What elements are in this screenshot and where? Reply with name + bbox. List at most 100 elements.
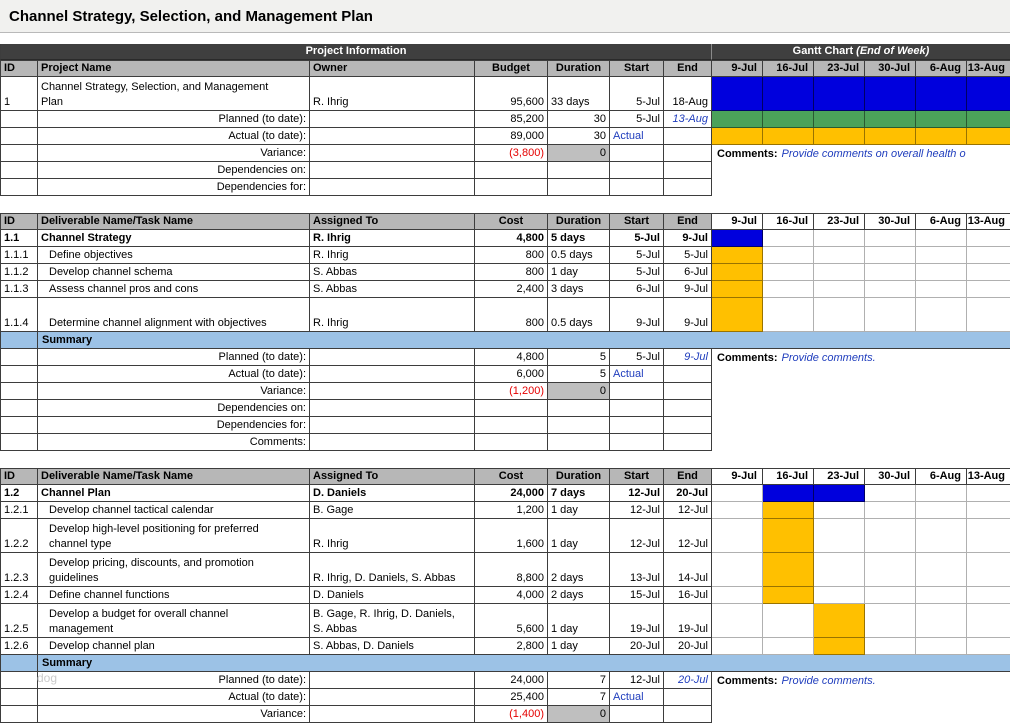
end-cell[interactable]: 9-Jul bbox=[664, 298, 712, 332]
id-cell[interactable] bbox=[0, 400, 38, 417]
cost-cell[interactable]: 8,800 bbox=[475, 553, 548, 587]
stat-label-cell[interactable]: Dependencies for: bbox=[38, 417, 310, 434]
start-cell[interactable] bbox=[610, 417, 664, 434]
start-cell[interactable] bbox=[610, 400, 664, 417]
id-cell[interactable]: 1.2.6 bbox=[0, 638, 38, 655]
task-name-cell[interactable]: Assess channel pros and cons bbox=[38, 281, 310, 298]
end-cell[interactable] bbox=[664, 162, 712, 179]
duration-cell[interactable]: 0 bbox=[548, 706, 610, 723]
id-cell[interactable] bbox=[0, 706, 38, 723]
assigned-to-cell[interactable]: R. Ihrig, D. Daniels, S. Abbas bbox=[310, 553, 475, 587]
cost-cell[interactable]: 4,000 bbox=[475, 587, 548, 604]
duration-cell[interactable]: 1 day bbox=[548, 638, 610, 655]
start-cell[interactable]: 9-Jul bbox=[610, 298, 664, 332]
assigned-to-cell[interactable] bbox=[310, 145, 475, 162]
stat-label-cell[interactable]: Dependencies on: bbox=[38, 400, 310, 417]
end-cell[interactable] bbox=[664, 689, 712, 706]
task-name-cell[interactable]: Develop channel tactical calendar bbox=[38, 502, 310, 519]
start-cell[interactable] bbox=[610, 179, 664, 196]
assigned-to-cell[interactable] bbox=[310, 434, 475, 451]
end-cell[interactable] bbox=[664, 179, 712, 196]
duration-cell[interactable]: 1 day bbox=[548, 519, 610, 553]
start-cell[interactable]: Actual bbox=[610, 128, 664, 145]
stat-label-cell[interactable]: Actual (to date): bbox=[38, 128, 310, 145]
end-cell[interactable] bbox=[664, 434, 712, 451]
duration-cell[interactable]: 0 bbox=[548, 383, 610, 400]
task-name-cell[interactable]: Develop channel schema bbox=[38, 264, 310, 281]
id-cell[interactable]: 1.2.2 bbox=[0, 519, 38, 553]
end-cell[interactable]: 20-Jul bbox=[664, 485, 712, 502]
assigned-to-cell[interactable]: S. Abbas bbox=[310, 281, 475, 298]
assigned-to-cell[interactable]: R. Ihrig bbox=[310, 230, 475, 247]
id-cell[interactable] bbox=[0, 689, 38, 706]
start-cell[interactable]: 12-Jul bbox=[610, 502, 664, 519]
id-cell[interactable]: 1.1.1 bbox=[0, 247, 38, 264]
task-name-cell[interactable]: Channel Plan bbox=[38, 485, 310, 502]
assigned-to-cell[interactable]: D. Daniels bbox=[310, 587, 475, 604]
start-cell[interactable]: 19-Jul bbox=[610, 604, 664, 638]
cost-cell[interactable] bbox=[475, 162, 548, 179]
start-cell[interactable]: 13-Jul bbox=[610, 553, 664, 587]
cost-cell[interactable]: (1,400) bbox=[475, 706, 548, 723]
cost-cell[interactable]: 800 bbox=[475, 298, 548, 332]
task-name-cell[interactable]: Determine channel alignment with objecti… bbox=[38, 298, 310, 332]
id-cell[interactable] bbox=[0, 417, 38, 434]
task-name-cell[interactable]: Define channel functions bbox=[38, 587, 310, 604]
task-name-cell[interactable]: Define objectives bbox=[38, 247, 310, 264]
start-cell[interactable]: 12-Jul bbox=[610, 672, 664, 689]
duration-cell[interactable]: 1 day bbox=[548, 264, 610, 281]
assigned-to-cell[interactable]: D. Daniels bbox=[310, 485, 475, 502]
duration-cell[interactable]: 0.5 days bbox=[548, 247, 610, 264]
cost-cell[interactable]: 85,200 bbox=[475, 111, 548, 128]
id-cell[interactable] bbox=[0, 145, 38, 162]
duration-cell[interactable]: 7 bbox=[548, 689, 610, 706]
cost-cell[interactable]: 95,600 bbox=[475, 77, 548, 111]
duration-cell[interactable]: 30 bbox=[548, 128, 610, 145]
task-name-cell[interactable]: Channel Strategy, Selection, and Managem… bbox=[38, 77, 310, 111]
cost-cell[interactable]: 1,600 bbox=[475, 519, 548, 553]
cost-cell[interactable]: (3,800) bbox=[475, 145, 548, 162]
start-cell[interactable] bbox=[610, 434, 664, 451]
duration-cell[interactable] bbox=[548, 162, 610, 179]
end-cell[interactable] bbox=[664, 145, 712, 162]
assigned-to-cell[interactable] bbox=[310, 111, 475, 128]
assigned-to-cell[interactable] bbox=[310, 349, 475, 366]
task-name-cell[interactable]: Develop a budget for overall channel man… bbox=[38, 604, 310, 638]
cost-cell[interactable]: 4,800 bbox=[475, 230, 548, 247]
cost-cell[interactable]: 24,000 bbox=[475, 485, 548, 502]
end-cell[interactable]: 12-Jul bbox=[664, 502, 712, 519]
stat-label-cell[interactable]: Actual (to date): bbox=[38, 366, 310, 383]
assigned-to-cell[interactable]: R. Ihrig bbox=[310, 298, 475, 332]
cost-cell[interactable]: 4,800 bbox=[475, 349, 548, 366]
cost-cell[interactable]: 6,000 bbox=[475, 366, 548, 383]
duration-cell[interactable] bbox=[548, 434, 610, 451]
end-cell[interactable] bbox=[664, 366, 712, 383]
id-cell[interactable]: 1.1.4 bbox=[0, 298, 38, 332]
duration-cell[interactable]: 5 bbox=[548, 366, 610, 383]
duration-cell[interactable]: 0 bbox=[548, 145, 610, 162]
cost-cell[interactable]: 800 bbox=[475, 247, 548, 264]
start-cell[interactable] bbox=[610, 383, 664, 400]
stat-label-cell[interactable]: Actual (to date): bbox=[38, 689, 310, 706]
duration-cell[interactable] bbox=[548, 400, 610, 417]
id-cell[interactable] bbox=[0, 434, 38, 451]
start-cell[interactable]: 12-Jul bbox=[610, 485, 664, 502]
assigned-to-cell[interactable] bbox=[310, 162, 475, 179]
end-cell[interactable] bbox=[664, 706, 712, 723]
stat-label-cell[interactable]: Variance: bbox=[38, 706, 310, 723]
start-cell[interactable]: 5-Jul bbox=[610, 111, 664, 128]
assigned-to-cell[interactable]: R. Ihrig bbox=[310, 519, 475, 553]
comments-cell[interactable]: Comments: Provide comments. bbox=[712, 672, 1010, 689]
stat-label-cell[interactable]: Planned (to date): bbox=[38, 672, 310, 689]
end-cell[interactable]: 5-Jul bbox=[664, 247, 712, 264]
end-cell[interactable]: 9-Jul bbox=[664, 230, 712, 247]
cost-cell[interactable]: (1,200) bbox=[475, 383, 548, 400]
id-cell[interactable]: 1.2.3 bbox=[0, 553, 38, 587]
assigned-to-cell[interactable] bbox=[310, 128, 475, 145]
id-cell[interactable]: 1.2.5 bbox=[0, 604, 38, 638]
end-cell[interactable]: 20-Jul bbox=[664, 638, 712, 655]
end-cell[interactable] bbox=[664, 128, 712, 145]
end-cell[interactable]: 16-Jul bbox=[664, 587, 712, 604]
start-cell[interactable]: 5-Jul bbox=[610, 264, 664, 281]
start-cell[interactable]: 12-Jul bbox=[610, 519, 664, 553]
